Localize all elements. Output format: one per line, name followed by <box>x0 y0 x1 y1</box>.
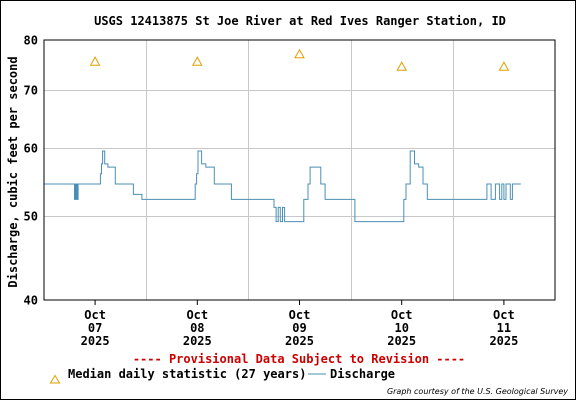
x-tick-label: Oct <box>493 308 515 322</box>
x-tick-label: 2025 <box>387 334 416 348</box>
discharge-series-line <box>44 150 521 223</box>
x-tick-label: 2025 <box>81 334 110 348</box>
y-tick-label: 80 <box>24 34 38 48</box>
usgs-credit: Graph courtesy of the U.S. Geological Su… <box>387 387 568 396</box>
y-tick-label: 60 <box>24 142 38 156</box>
median-triangle-marker <box>294 48 305 59</box>
y-tick-label: 50 <box>24 210 38 224</box>
x-tick-label: 2025 <box>183 334 212 348</box>
series-layer <box>44 48 521 223</box>
median-triangle-marker <box>191 56 203 66</box>
x-tick-label: 2025 <box>489 334 518 348</box>
x-tick-label: 11 <box>497 321 511 335</box>
plot-area-frame <box>43 39 556 301</box>
median-triangle-marker <box>396 61 408 71</box>
median-triangle-marker <box>498 61 510 71</box>
x-tick-label: Oct <box>391 308 413 322</box>
x-tick-label: 10 <box>394 321 408 335</box>
x-tick-label: Oct <box>186 308 208 322</box>
y-tick-label: 70 <box>24 84 38 98</box>
x-tick-label: 2025 <box>285 334 314 348</box>
axis-ticks: 4050607080Oct072025Oct082025Oct092025Oct… <box>24 34 519 349</box>
legend-discharge-label: Discharge <box>330 367 395 381</box>
median-triangle-marker <box>89 56 101 66</box>
grid-lines <box>44 40 555 300</box>
y-tick-label: 40 <box>24 294 38 308</box>
x-tick-label: 08 <box>190 321 204 335</box>
legend: Median daily statistic (27 years) Discha… <box>49 367 395 384</box>
x-tick-label: Oct <box>84 308 106 322</box>
legend-median-label: Median daily statistic (27 years) <box>68 367 306 381</box>
x-tick-label: Oct <box>289 308 311 322</box>
x-tick-label: 09 <box>292 321 306 335</box>
legend-median-triangle-icon <box>49 374 61 384</box>
y-axis-label: Discharge, cubic feet per second <box>6 56 20 287</box>
x-tick-label: 07 <box>88 321 102 335</box>
chart-title: USGS 12413875 St Joe River at Red Ives R… <box>94 14 506 28</box>
provisional-note: ---- Provisional Data Subject to Revisio… <box>133 352 465 366</box>
